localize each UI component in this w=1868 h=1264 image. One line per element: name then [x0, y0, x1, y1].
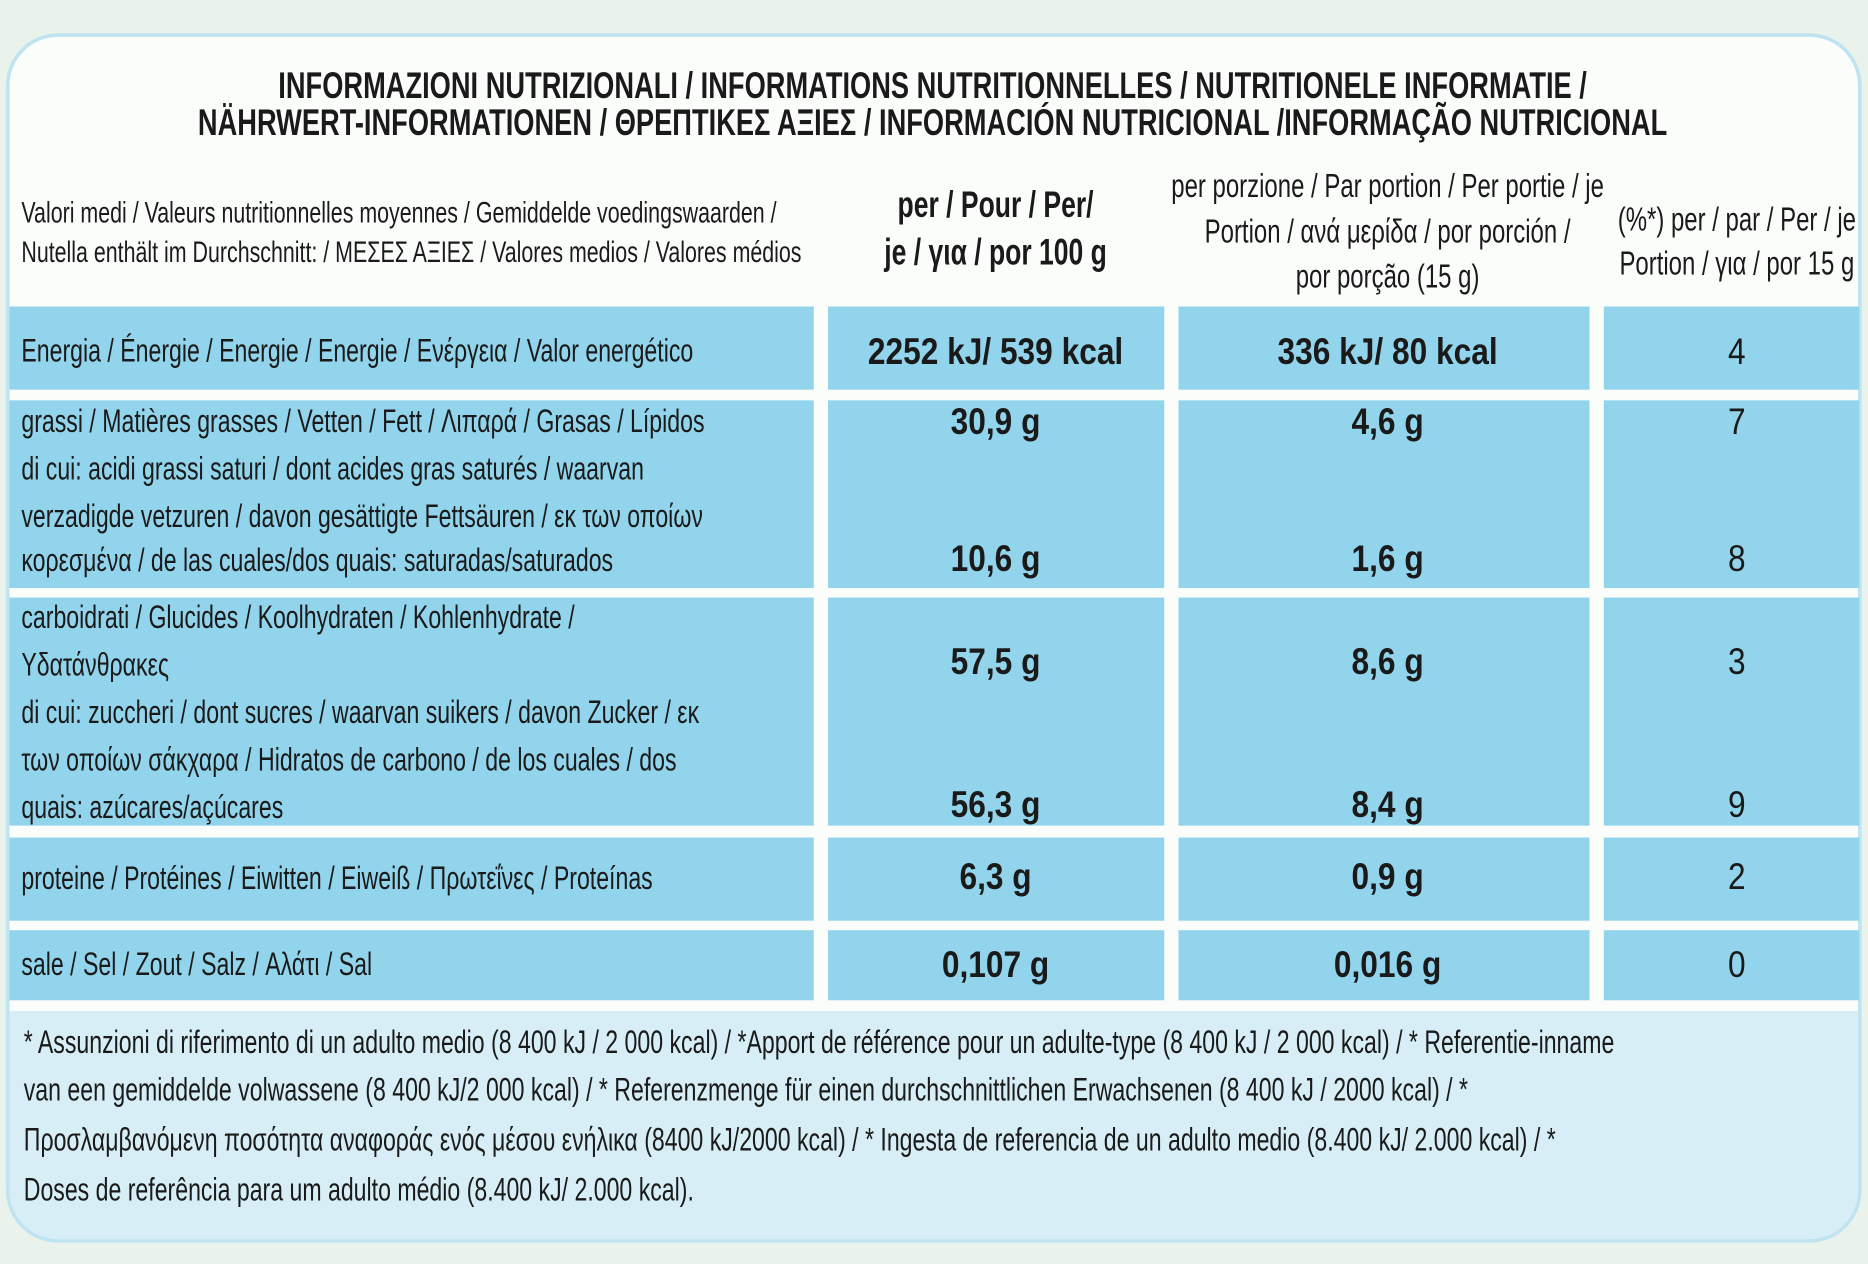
row-label: verzadigde vetzuren / davon gesättigte F…	[21, 498, 703, 535]
cell-value: 0,016 g	[1333, 943, 1442, 986]
row-band	[1178, 837, 1590, 921]
cell-value: 336 kJ/ 80 kcal	[1277, 330, 1498, 373]
column-header: Portion / ανά μερίδα / por porción /	[1204, 212, 1571, 250]
column-header: per porzione / Par portion / Per portie …	[1171, 167, 1604, 205]
cell-value: 8	[1728, 537, 1746, 580]
row-label: κορεσμένα / de las cuales/dos quais: sat…	[21, 542, 614, 578]
row-band	[1603, 306, 1860, 390]
row-band	[9, 306, 814, 390]
cell-value: 4	[1728, 330, 1746, 373]
row-label: di cui: zuccheri / dont sucres / waarvan…	[21, 694, 700, 731]
cell-value: 4,6 g	[1351, 400, 1424, 443]
row-label: di cui: acidi grassi saturi / dont acide…	[21, 450, 644, 487]
cell-value: 8,4 g	[1351, 783, 1424, 826]
row-band	[1178, 930, 1590, 1001]
cell-value: 30,9 g	[950, 400, 1041, 443]
cell-value: 56,3 g	[950, 783, 1041, 826]
column-header: (%*) per / par / Per / je	[1617, 200, 1856, 238]
column-header: per / Pour / Per/	[897, 183, 1094, 226]
cell-value: 0	[1728, 943, 1746, 986]
footnote-background	[9, 1010, 1859, 1240]
row-band	[828, 930, 1165, 1001]
cell-value: 2252 kJ/ 539 kcal	[867, 330, 1124, 373]
cell-value: 2	[1728, 855, 1746, 898]
cell-value: 3	[1728, 640, 1746, 683]
footnote-line: van een gemiddelde volwassene (8 400 kJ/…	[23, 1072, 1469, 1108]
footnote-line: * Assunzioni di riferimento di un adulto…	[23, 1024, 1615, 1061]
row-label: sale / Sel / Zout / Salz / Αλάτι / Sal	[21, 946, 373, 982]
cell-value: 8,6 g	[1351, 640, 1424, 683]
title-line: NÄHRWERT-INFORMATIONEN / ΘΡΕΠΤΙΚΕΣ ΑΞΙΕΣ…	[197, 101, 1668, 144]
footnote-line: Προσλαμβανόμενη ποσότητα αναφοράς ενός μ…	[23, 1122, 1556, 1158]
cell-value: 6,3 g	[959, 855, 1032, 898]
cell-value: 10,6 g	[950, 537, 1041, 580]
cell-value: 0,107 g	[941, 943, 1050, 986]
row-label: proteine / Protéines / Eiwitten / Eiweiß…	[21, 860, 653, 897]
column-header: je / για / por 100 g	[884, 231, 1107, 273]
row-band	[9, 597, 814, 826]
row-band	[1603, 837, 1860, 921]
row-band	[828, 597, 1165, 826]
row-label: carboidrati / Glucides / Koolhydraten / …	[21, 599, 575, 635]
row-band	[9, 400, 814, 589]
cell-value: 9	[1728, 783, 1746, 826]
row-label: quais: azúcares/açúcares	[21, 789, 284, 826]
row-band	[1603, 597, 1860, 826]
row-label: Energia / Énergie / Energie / Energie / …	[21, 333, 694, 369]
row-label: Υδατάνθρακες	[21, 646, 170, 683]
row-band	[1178, 306, 1590, 390]
column-header: Valori medi / Valeurs nutritionnelles mo…	[21, 196, 777, 230]
row-band	[828, 837, 1165, 921]
row-band	[828, 306, 1165, 390]
column-header: por porção (15 g)	[1295, 257, 1480, 295]
footnote-line: Doses de referência para um adulto médio…	[23, 1171, 694, 1208]
row-band	[1603, 930, 1860, 1001]
row-band	[9, 837, 814, 921]
cell-value: 7	[1728, 400, 1746, 443]
cell-value: 0,9 g	[1351, 855, 1424, 898]
title-line: INFORMAZIONI NUTRIZIONALI / INFORMATIONS…	[278, 64, 1587, 107]
row-band	[828, 400, 1165, 589]
cell-value: 1,6 g	[1351, 537, 1424, 580]
row-label: των οποίων σάκχαρα / Hidratos de carbono…	[21, 741, 677, 778]
row-band	[1603, 400, 1860, 589]
row-band	[1178, 597, 1590, 826]
column-header: Portion / για / por 15 g	[1619, 244, 1855, 282]
row-label: grassi / Matières grasses / Vetten / Fet…	[21, 403, 705, 439]
row-band	[1178, 400, 1590, 589]
column-header: Nutella enthält im Durchschnitt: / ΜΕΣΕΣ…	[21, 235, 802, 270]
row-band	[9, 930, 814, 1001]
cell-value: 57,5 g	[950, 640, 1041, 683]
